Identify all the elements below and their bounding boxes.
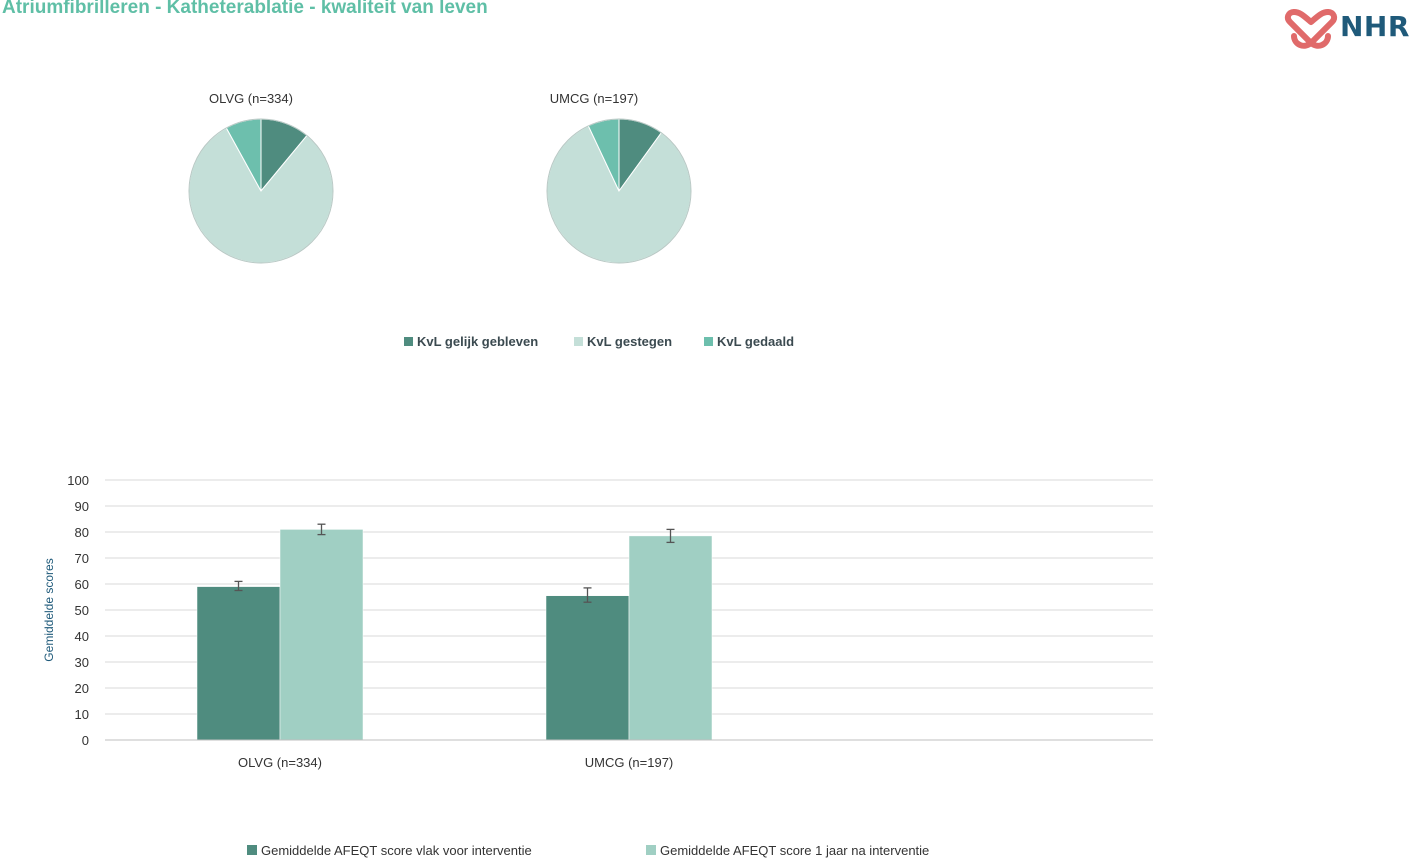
- pie-chart-umcg: UMCG (n=197): [546, 91, 692, 264]
- y-tick-label: 30: [75, 655, 89, 670]
- error-bar-umcg-before: [583, 587, 592, 603]
- y-tick-label: 90: [75, 499, 89, 514]
- legend-swatch-gedaald: [704, 337, 713, 346]
- pie-title-olvg: OLVG (n=334): [209, 91, 293, 106]
- legend-swatch-gelijk: [404, 337, 413, 346]
- bar-olvg-before: [196, 586, 281, 741]
- legend-label-after: Gemiddelde AFEQT score 1 jaar na interve…: [660, 843, 929, 858]
- bar-umcg-after: [628, 535, 713, 741]
- y-tick-label: 70: [75, 551, 89, 566]
- y-tick-label: 0: [82, 733, 89, 748]
- legend-swatch-gestegen: [574, 337, 583, 346]
- error-bar-olvg-after: [317, 523, 326, 536]
- legend-swatch-after: [646, 845, 656, 855]
- nhr-logo: NHR: [1284, 4, 1414, 52]
- bar-umcg-before: [545, 595, 630, 741]
- x-category-label-olvg: OLVG (n=334): [238, 755, 322, 770]
- y-axis-title: Gemiddelde scores: [42, 558, 56, 661]
- x-category-label-umcg: UMCG (n=197): [585, 755, 674, 770]
- y-tick-label: 40: [75, 629, 89, 644]
- pie-chart-olvg: OLVG (n=334): [188, 91, 334, 264]
- pie-outline-olvg: [188, 118, 334, 264]
- logo-text: NHR: [1340, 10, 1410, 43]
- legend-swatch-before: [247, 845, 257, 855]
- legend-label-before: Gemiddelde AFEQT score vlak voor interve…: [261, 843, 532, 858]
- pie-title-umcg: UMCG (n=197): [550, 91, 639, 106]
- legend-label-gestegen: KvL gestegen: [587, 334, 672, 349]
- bar-chart: Gemiddelde scores 0 10 20 30 40 50 60 70 80 90 100…: [42, 473, 1153, 770]
- legend-label-gedaald: KvL gedaald: [717, 334, 794, 349]
- y-tick-label: 60: [75, 577, 89, 592]
- y-tick-label: 80: [75, 525, 89, 540]
- heart-cross-icon: [1284, 9, 1338, 49]
- pie-legend: KvL gelijk gebleven KvL gestegen KvL ged…: [404, 334, 794, 349]
- bar-legend: Gemiddelde AFEQT score vlak voor interve…: [247, 843, 929, 858]
- y-tick-label: 100: [67, 473, 89, 488]
- error-bar-umcg-after: [666, 528, 675, 544]
- pie-outline-umcg: [546, 118, 692, 264]
- bar-olvg-after: [279, 529, 364, 741]
- y-tick-label: 50: [75, 603, 89, 618]
- y-tick-label: 20: [75, 681, 89, 696]
- y-tick-label: 10: [75, 707, 89, 722]
- page-title: Atriumfibrilleren - Katheterablatie - kw…: [2, 0, 488, 18]
- legend-label-gelijk: KvL gelijk gebleven: [417, 334, 538, 349]
- error-bar-olvg-before: [234, 580, 243, 592]
